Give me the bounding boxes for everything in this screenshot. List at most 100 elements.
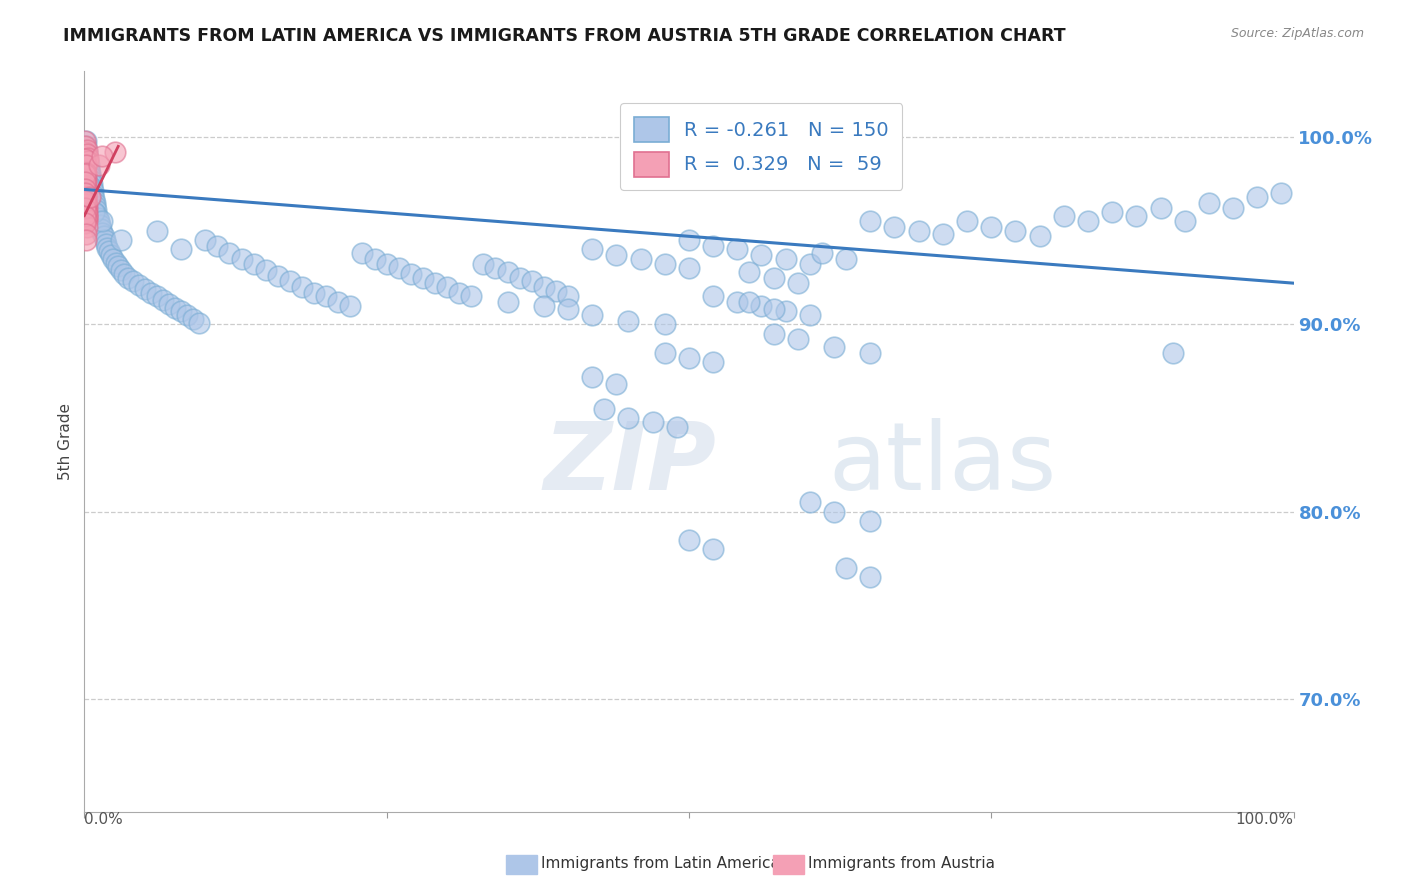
Point [762, 270, 785, 285]
Point [786, 332, 808, 346]
Point [76, 207, 98, 221]
Point [176, 308, 198, 322]
Point [75, 165, 97, 179]
Point [581, 370, 603, 384]
Point [75, 134, 97, 148]
Point [77, 161, 100, 176]
Point [73, 194, 96, 208]
Point [1270, 186, 1292, 201]
Point [75, 188, 97, 202]
Point [77, 153, 100, 167]
Point [75, 158, 97, 172]
Point [751, 299, 773, 313]
Point [75, 184, 97, 198]
Point [775, 252, 797, 266]
Point [139, 285, 162, 300]
Point [725, 243, 748, 257]
Legend: R = -0.261   N = 150, R =  0.329   N =  59: R = -0.261 N = 150, R = 0.329 N = 59 [620, 103, 903, 190]
Point [702, 238, 724, 252]
Point [94, 233, 117, 247]
Point [75, 139, 97, 153]
Point [533, 299, 555, 313]
Point [496, 294, 519, 309]
Point [75, 216, 97, 230]
Point [725, 294, 748, 309]
Point [77, 154, 100, 169]
Point [907, 224, 929, 238]
Point [83, 192, 105, 206]
Point [76, 146, 98, 161]
Point [630, 252, 652, 266]
Point [75, 153, 97, 167]
Point [762, 326, 785, 341]
Point [82, 180, 104, 194]
Point [678, 533, 700, 547]
Point [75, 205, 97, 219]
Point [86, 211, 108, 225]
Point [702, 542, 724, 557]
Text: ZIP: ZIP [544, 417, 717, 509]
Point [617, 313, 640, 327]
Point [157, 297, 180, 311]
Point [146, 224, 169, 238]
Point [1198, 195, 1220, 210]
Point [702, 289, 724, 303]
Point [278, 274, 301, 288]
Point [1246, 190, 1268, 204]
Point [472, 257, 495, 271]
Point [75, 197, 97, 211]
Point [678, 351, 700, 365]
Point [980, 219, 1002, 234]
Text: 100.0%: 100.0% [1236, 812, 1294, 827]
Point [73, 186, 96, 201]
Y-axis label: 5th Grade: 5th Grade [58, 403, 73, 480]
Point [605, 377, 627, 392]
Point [77, 177, 100, 191]
Point [75, 180, 97, 194]
Point [665, 420, 688, 434]
Point [352, 246, 374, 260]
Point [121, 274, 143, 288]
Point [1149, 201, 1171, 215]
Point [678, 233, 700, 247]
Point [134, 282, 156, 296]
Point [883, 219, 905, 234]
Point [75, 190, 97, 204]
Point [859, 345, 882, 359]
Point [76, 149, 98, 163]
Point [786, 276, 808, 290]
Point [775, 304, 797, 318]
Point [117, 270, 139, 285]
Point [152, 293, 174, 307]
Text: Immigrants from Latin America: Immigrants from Latin America [541, 856, 780, 871]
Point [823, 505, 845, 519]
Point [533, 280, 555, 294]
Point [388, 261, 411, 276]
Point [79, 190, 101, 204]
Point [73, 145, 96, 159]
Point [654, 345, 676, 359]
Point [110, 263, 132, 277]
Point [956, 214, 979, 228]
Point [87, 158, 110, 172]
Point [75, 209, 97, 223]
Point [75, 177, 97, 191]
Point [496, 265, 519, 279]
Point [91, 214, 114, 228]
Point [859, 214, 882, 228]
Point [641, 415, 664, 429]
Point [751, 248, 773, 262]
Point [75, 165, 97, 179]
Point [509, 270, 531, 285]
Point [170, 243, 193, 257]
Point [423, 276, 446, 290]
Point [165, 301, 187, 315]
Point [328, 294, 350, 309]
Point [605, 248, 627, 262]
Point [80, 173, 103, 187]
Point [581, 243, 603, 257]
Point [79, 190, 101, 204]
Point [83, 205, 105, 219]
Text: Immigrants from Austria: Immigrants from Austria [808, 856, 995, 871]
Point [654, 318, 676, 332]
